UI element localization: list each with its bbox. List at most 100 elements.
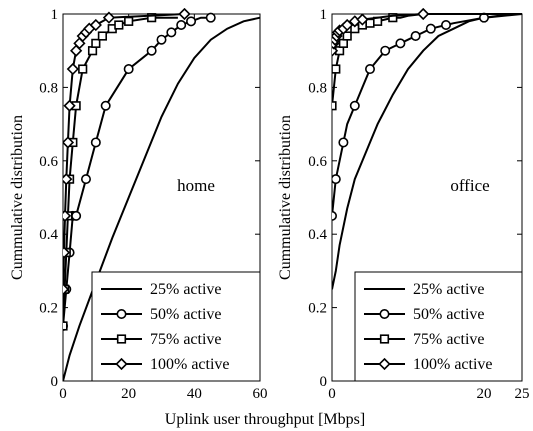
- circle-marker: [205, 12, 216, 23]
- circle-marker: [349, 100, 360, 111]
- series-1: [63, 12, 216, 331]
- circle-marker: [80, 174, 91, 185]
- series-3: [332, 8, 522, 57]
- square-marker: [97, 31, 107, 41]
- diamond-marker: [417, 8, 430, 21]
- circle-marker: [186, 16, 197, 27]
- series-line: [63, 16, 211, 326]
- circle-marker: [338, 137, 349, 148]
- series-2: [332, 13, 522, 111]
- x-tick-label: 0: [328, 386, 336, 402]
- square-legend-marker: [379, 334, 390, 344]
- diamond-marker: [341, 18, 354, 32]
- legend-entry: 75% active: [150, 331, 222, 348]
- circle-legend-marker: [116, 308, 127, 319]
- x-tick-label: 20: [477, 386, 492, 402]
- legend: 25% active 50% active 75% active 100% activ…: [354, 271, 523, 382]
- circle-marker: [166, 27, 177, 38]
- legend-entry: 100% active: [413, 356, 493, 373]
- legend-entry: 25% active: [150, 281, 222, 298]
- series-line: [332, 13, 522, 290]
- circle-marker: [440, 20, 451, 31]
- legend: 25% active 50% active 75% active 100% activ…: [91, 271, 261, 382]
- circle-marker: [156, 34, 167, 45]
- y-tick-label: 0.8: [308, 80, 327, 96]
- series-1: [332, 12, 523, 221]
- y-tick-label: 0.6: [308, 154, 327, 170]
- y-axis-label: Cummulative distribution: [277, 115, 294, 280]
- y-axis-label: Cummulative distribution: [9, 115, 26, 280]
- circle-marker: [332, 210, 337, 221]
- square-marker: [332, 101, 337, 111]
- y-tick-label: 1: [51, 7, 59, 23]
- square-marker: [147, 13, 157, 23]
- diamond-marker: [356, 13, 369, 26]
- diamond-legend-marker: [115, 357, 128, 371]
- series-line: [63, 16, 261, 381]
- y-tick-label: 0.6: [39, 154, 58, 170]
- circle-marker: [146, 45, 157, 56]
- y-tick-label: 1: [320, 7, 328, 23]
- diamond-marker: [66, 62, 79, 76]
- panel-annotation: home: [177, 176, 215, 195]
- diamond-marker: [63, 246, 71, 259]
- y-tick-label: 0.4: [39, 227, 58, 243]
- square-marker: [332, 64, 341, 74]
- square-marker: [78, 64, 88, 74]
- office-panel: 0 0.2 0.4 0.6 0.8 1 0 20 25 Cummulative distribut…: [277, 7, 530, 402]
- legend-entry: 75% active: [413, 331, 485, 348]
- circle-marker: [100, 100, 111, 111]
- diamond-marker: [63, 99, 76, 112]
- diamond-marker: [89, 18, 102, 32]
- diamond-marker: [63, 283, 70, 296]
- circle-marker: [176, 20, 187, 31]
- series-line: [63, 13, 185, 290]
- diamond-marker: [102, 11, 116, 24]
- x-tick-label: 25: [515, 386, 530, 402]
- circle-marker: [332, 174, 341, 185]
- circle-marker: [410, 31, 421, 42]
- y-tick-label: 0.4: [308, 227, 327, 243]
- circle-marker: [71, 210, 82, 221]
- series-0: [332, 13, 522, 290]
- diamond-marker: [63, 173, 73, 186]
- x-axis-label: Uplink user throughput [Mbps]: [165, 411, 365, 428]
- diamond-marker: [178, 8, 191, 21]
- square-marker: [63, 321, 68, 331]
- circle-legend-marker: [379, 308, 390, 319]
- square-legend-marker: [116, 334, 127, 344]
- circle-marker: [90, 137, 101, 148]
- series-line: [332, 13, 523, 216]
- square-marker: [388, 13, 398, 23]
- legend-entry: 50% active: [150, 306, 222, 323]
- diamond-legend-marker: [378, 357, 391, 371]
- square-marker: [91, 38, 101, 48]
- x-tick-label: 60: [253, 386, 268, 402]
- series-0: [63, 16, 261, 381]
- square-marker: [114, 20, 124, 30]
- legend-entry: 50% active: [413, 306, 485, 323]
- diamond-marker: [63, 136, 75, 149]
- home-panel: 0 0.2 0.4 0.6 0.8 1 0 20 40 60 Cummulative distrib…: [9, 7, 268, 402]
- panel-annotation: office: [450, 176, 489, 195]
- legend-entry: 100% active: [150, 356, 230, 373]
- circle-marker: [425, 23, 436, 34]
- square-marker: [338, 38, 349, 48]
- square-marker: [87, 46, 98, 56]
- circle-marker: [395, 38, 406, 49]
- y-tick-label: 0.8: [39, 80, 58, 96]
- series-line: [63, 16, 178, 326]
- x-tick-label: 20: [121, 386, 136, 402]
- circle-marker: [123, 64, 134, 75]
- y-tick-label: 0: [51, 374, 59, 390]
- square-marker: [124, 16, 134, 26]
- square-marker: [342, 31, 352, 41]
- series-3: [63, 8, 191, 296]
- legend-entry: 25% active: [413, 281, 485, 298]
- diamond-marker: [63, 209, 72, 222]
- y-tick-label: 0.2: [308, 301, 327, 317]
- x-tick-label: 0: [59, 386, 67, 402]
- y-tick-label: 0: [320, 374, 328, 390]
- circle-marker: [364, 64, 375, 75]
